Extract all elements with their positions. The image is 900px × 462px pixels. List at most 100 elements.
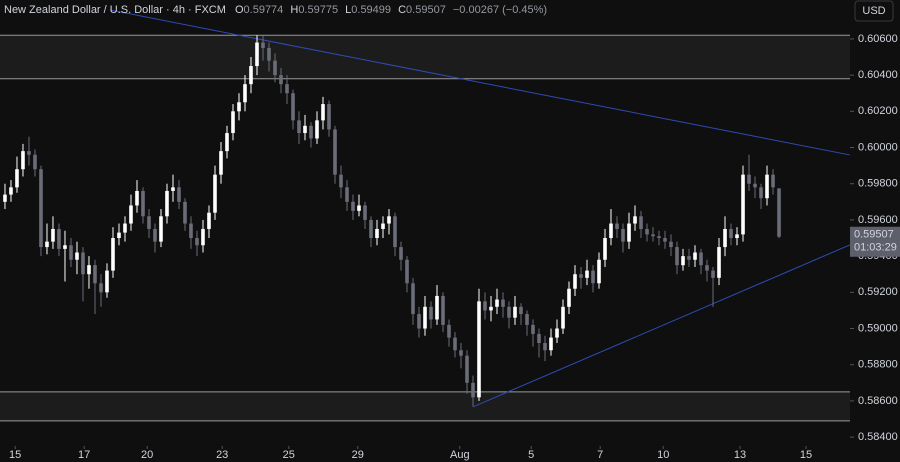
candle-body	[129, 205, 133, 224]
candle-body	[771, 174, 775, 188]
candle-body	[723, 228, 727, 248]
candle-body	[735, 234, 739, 239]
x-tick-label: 29	[352, 449, 364, 461]
candle-body	[447, 324, 451, 338]
candle-body	[63, 245, 67, 249]
candle-body	[453, 337, 457, 351]
candle-body	[765, 174, 769, 199]
candle-body	[321, 104, 325, 121]
candle-body	[717, 247, 721, 278]
candle-body	[75, 252, 79, 260]
candle-body	[567, 288, 571, 307]
trendline	[472, 244, 850, 408]
candle-body	[519, 306, 523, 315]
candle-body	[681, 256, 685, 266]
candle-body	[51, 228, 55, 242]
y-tick-label: 0.60400	[858, 69, 898, 81]
ohlc-value: 0.59499	[351, 4, 391, 16]
candle-body	[777, 188, 781, 237]
y-tick-label: 0.60600	[858, 33, 898, 45]
candle-body	[15, 169, 19, 188]
x-tick-label: 10	[657, 449, 669, 461]
candle-body	[297, 120, 301, 134]
y-tick-label: 0.58600	[858, 395, 898, 407]
candle-body	[465, 355, 469, 383]
candle-body	[477, 301, 481, 398]
x-tick-label: 7	[597, 449, 603, 461]
x-tick-label: 17	[78, 449, 90, 461]
candle-body	[285, 84, 289, 94]
candle-body	[429, 306, 433, 320]
chart-title: New Zealand Dollar / U.S. Dollar · 4h · …	[4, 4, 226, 16]
candle-body	[33, 154, 37, 170]
last-price: 0.59507	[854, 229, 894, 241]
candle-body	[537, 333, 541, 344]
candle-body	[261, 42, 265, 48]
candle-body	[57, 228, 61, 249]
candle-body	[315, 120, 319, 139]
candle-body	[663, 238, 667, 242]
y-tick-label: 0.59200	[858, 286, 898, 298]
candle-body	[711, 270, 715, 278]
candle-body	[153, 228, 157, 242]
candle-body	[483, 301, 487, 311]
header: New Zealand Dollar / U.S. Dollar · 4h · …	[4, 4, 547, 16]
candle-body	[333, 129, 337, 175]
candle-body	[357, 205, 361, 211]
candle-body	[543, 343, 547, 351]
candle-body	[105, 270, 109, 293]
candle-body	[273, 60, 277, 76]
candle-body	[123, 223, 127, 233]
candle-body	[507, 306, 511, 318]
candle-body	[381, 223, 385, 229]
candle-body	[135, 190, 139, 206]
candle-body	[249, 66, 253, 85]
candle-body	[495, 299, 499, 307]
ohlc-label: L	[345, 4, 351, 16]
candle-body	[159, 216, 163, 242]
candle-body	[627, 223, 631, 242]
candle-body	[207, 212, 211, 229]
candle-body	[243, 84, 247, 103]
plot-area	[0, 9, 850, 422]
candle-body	[87, 265, 91, 275]
candle-body	[633, 216, 637, 224]
candle-body	[669, 241, 673, 248]
currency-button[interactable]	[854, 0, 894, 22]
candle-body	[699, 252, 703, 266]
candle-body	[3, 194, 7, 202]
candle-body	[687, 256, 691, 260]
candle-body	[231, 111, 235, 134]
ohlc-value: 0.59774	[244, 4, 284, 16]
candle-body	[585, 270, 589, 278]
currency[interactable]: USD	[862, 5, 885, 17]
change: −0.00267 (−0.45%)	[453, 4, 547, 16]
candle-body	[597, 259, 601, 284]
candle-body	[729, 228, 733, 239]
candle-body	[327, 104, 331, 130]
x-tick-label: 13	[734, 449, 746, 461]
candle-body	[639, 216, 643, 229]
candle-body	[93, 265, 97, 284]
candle-body	[177, 187, 181, 202]
candle-body	[189, 223, 193, 239]
candle-body	[255, 42, 259, 67]
candle-body	[741, 174, 745, 235]
candle-body	[21, 151, 25, 170]
candle-body	[501, 299, 505, 307]
candle-body	[291, 93, 295, 121]
candle-body	[423, 306, 427, 329]
candle-body	[117, 232, 121, 239]
ohlc-label: H	[290, 4, 298, 16]
candle-body	[81, 252, 85, 275]
candle-body	[363, 205, 367, 220]
candle-body	[219, 151, 223, 175]
candle-body	[225, 133, 229, 152]
y-tick-label: 0.59000	[858, 322, 898, 334]
candle-body	[531, 324, 535, 334]
x-tick-label: 15	[9, 449, 21, 461]
candle-body	[609, 223, 613, 239]
x-tick-label: 5	[528, 449, 534, 461]
